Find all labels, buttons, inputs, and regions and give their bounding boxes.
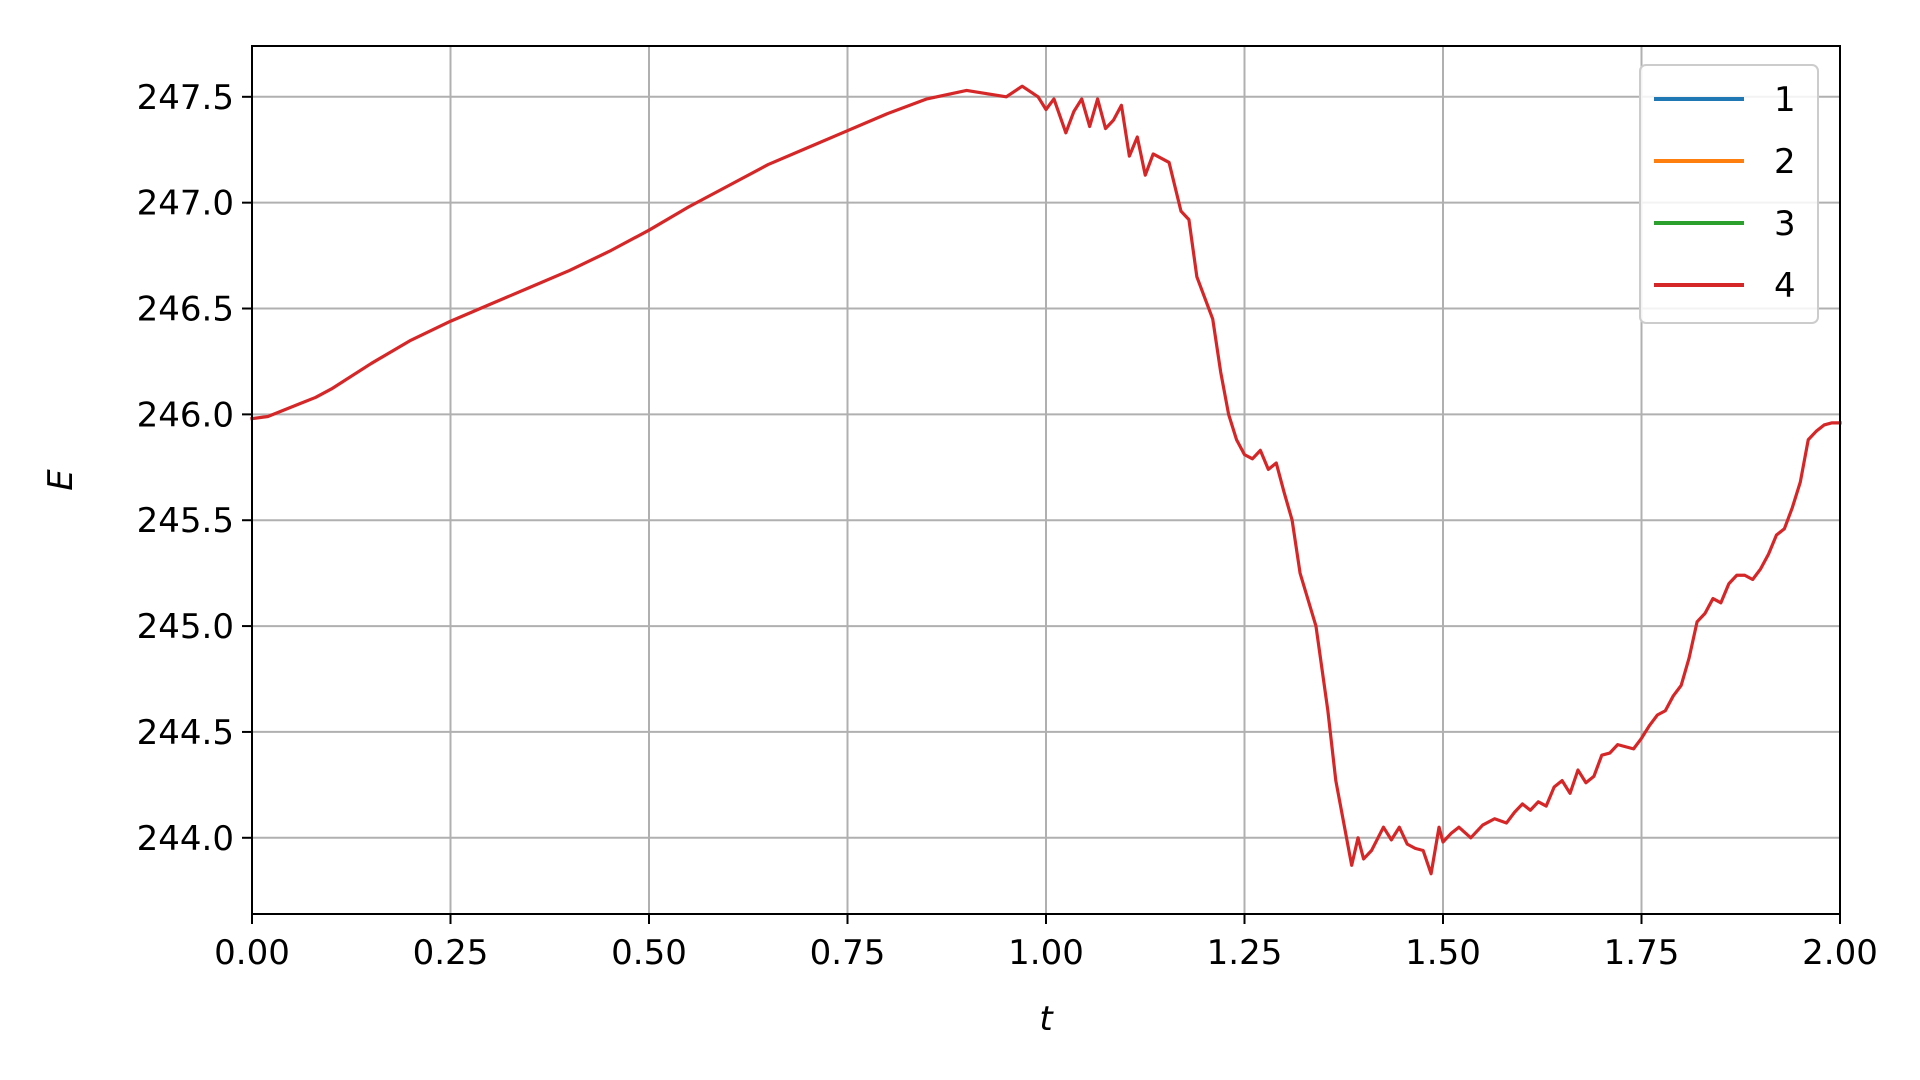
legend-label-1: 1 — [1774, 80, 1796, 120]
y-tick-label: 245.5 — [137, 501, 234, 541]
y-tick-label: 247.0 — [137, 184, 234, 224]
legend-label-4: 4 — [1774, 266, 1796, 306]
x-axis-label: t — [1039, 999, 1054, 1039]
y-tick-label: 246.0 — [137, 395, 234, 435]
y-tick-label: 246.5 — [137, 290, 234, 330]
x-tick-label: 0.75 — [810, 933, 886, 973]
y-tick-label: 245.0 — [137, 607, 234, 647]
x-tick-label: 1.75 — [1604, 933, 1680, 973]
x-tick-label: 0.50 — [611, 933, 687, 973]
x-tick-label: 1.25 — [1207, 933, 1283, 973]
x-tick-label: 0.25 — [413, 933, 489, 973]
series-lines — [250, 84, 1842, 876]
y-tick-label: 244.5 — [137, 713, 234, 753]
y-tick-label: 244.0 — [137, 819, 234, 859]
legend-label-2: 2 — [1774, 142, 1796, 182]
y-axis-ticks: 244.0 244.5 245.0 245.5 246.0 246.5 247.0 247.5 — [137, 78, 252, 859]
x-tick-label: 2.00 — [1802, 933, 1878, 973]
grid — [251, 46, 1841, 914]
series-line-4 — [250, 84, 1842, 876]
legend: 1 2 3 4 — [1639, 64, 1819, 324]
legend-label-3: 3 — [1774, 204, 1796, 244]
x-tick-label: 1.00 — [1008, 933, 1084, 973]
legend-box — [1639, 64, 1819, 324]
x-axis-ticks: 0.00 0.25 0.50 0.75 1.00 1.25 1.50 1.75 2.00 — [214, 914, 1878, 973]
y-axis-label: E — [41, 469, 81, 491]
y-tick-label: 247.5 — [137, 78, 234, 118]
x-tick-label: 1.50 — [1405, 933, 1481, 973]
x-tick-label: 0.00 — [214, 933, 290, 973]
